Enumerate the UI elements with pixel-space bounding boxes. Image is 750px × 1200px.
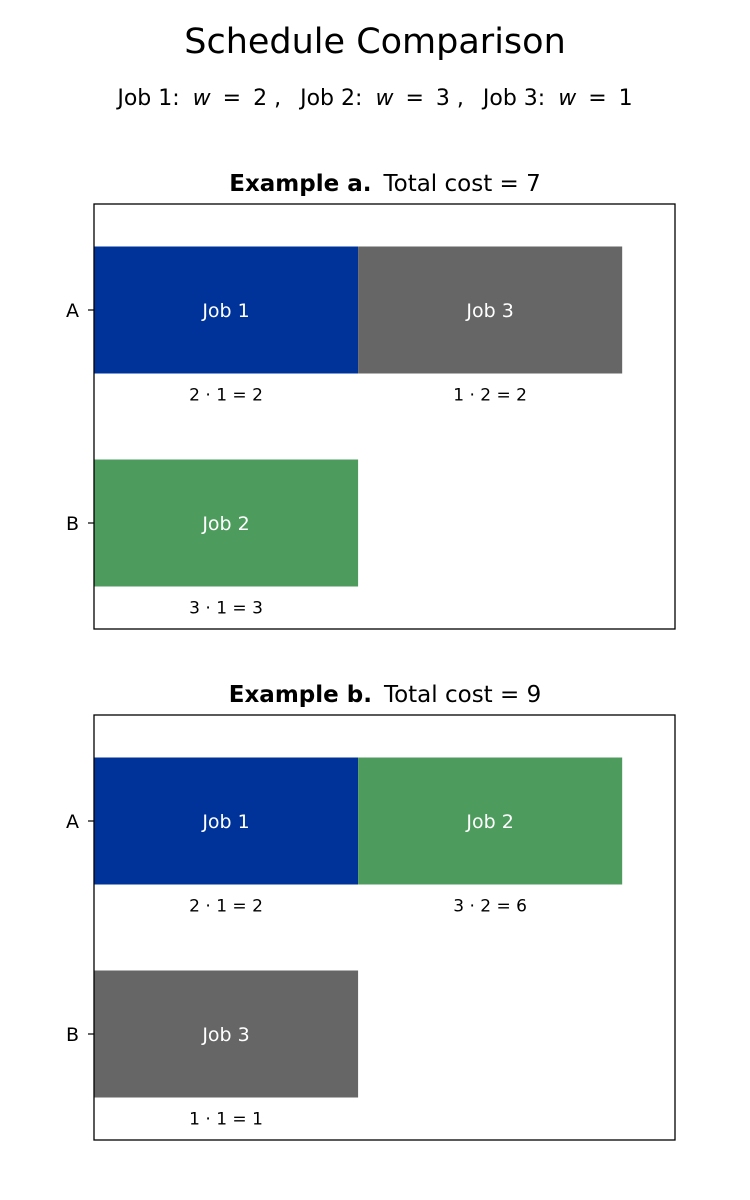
job-1-weight-value: 2 — [253, 86, 267, 111]
cost-label: 2 · 1 = 2 — [189, 386, 263, 406]
y-tick-label-a: A — [66, 300, 79, 322]
job-1-bar-label: Job 1 — [201, 811, 249, 833]
job-2-bar-label: Job 2 — [465, 811, 513, 833]
job-3-bar-label: Job 3 — [465, 300, 513, 322]
weight-symbol: w — [375, 86, 394, 111]
job-1-bar-label: Job 1 — [201, 300, 249, 322]
panel-title-bold: Example b. — [229, 682, 372, 708]
panel-title-cost: Total cost = 7 — [382, 171, 540, 197]
cost-label: 2 · 1 = 2 — [189, 897, 263, 917]
cost-label: 3 · 1 = 3 — [189, 599, 263, 619]
schedule-panel-a: Example a. Total cost = 7 Job 1 2 · 1 = 2 Jo… — [66, 171, 676, 630]
job-2-bar-label: Job 2 — [201, 513, 249, 535]
job-3-bar — [358, 246, 623, 374]
job-2-weight-label: Job 2: — [298, 86, 362, 111]
job-1-bar — [94, 757, 359, 885]
weight-symbol: w — [558, 86, 577, 111]
cost-label: 1 · 1 = 1 — [189, 1110, 263, 1130]
job-2-bar — [358, 757, 623, 885]
job-2-bar — [94, 459, 359, 587]
y-tick-label-b: B — [66, 513, 79, 535]
cost-label: 3 · 2 = 6 — [453, 897, 527, 917]
schedule-panel-b: Example b. Total cost = 9 Job 1 2 · 1 = 2 Jo… — [66, 682, 676, 1141]
figure-title: Schedule Comparison — [184, 22, 566, 62]
panel-title: Example b. Total cost = 9 — [229, 682, 541, 708]
y-tick-label-b: B — [66, 1024, 79, 1046]
y-tick-label-a: A — [66, 811, 79, 833]
job-3-bar-label: Job 3 — [201, 1024, 249, 1046]
job-3-bar — [94, 970, 359, 1098]
job-1-weight-label: Job 1: — [115, 86, 179, 111]
cost-label: 1 · 2 = 2 — [453, 386, 527, 406]
job-2-weight-value: 3 — [436, 86, 450, 111]
job-1-bar — [94, 246, 359, 374]
figure-subtitle: Job 1: w = 2 , Job 2: w = 3 , Job 3: w =… — [115, 86, 632, 111]
panel-title: Example a. Total cost = 7 — [229, 171, 541, 197]
weight-symbol: w — [193, 86, 212, 111]
axes-frame — [93, 203, 676, 630]
panel-title-bold: Example a. — [229, 171, 371, 197]
job-3-weight-value: 1 — [619, 86, 633, 111]
panel-title-cost: Total cost = 9 — [383, 682, 541, 708]
axes-frame — [93, 714, 676, 1141]
job-3-weight-label: Job 3: — [481, 86, 545, 111]
